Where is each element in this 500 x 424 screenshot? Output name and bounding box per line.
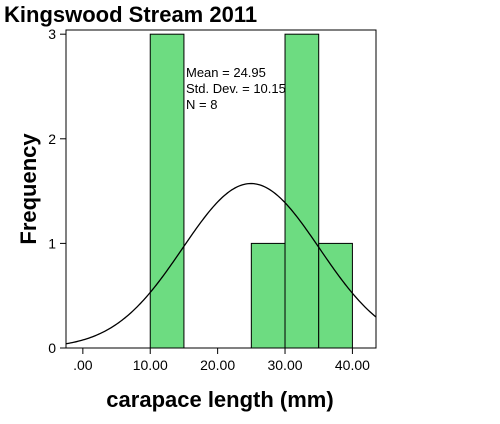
x-tick-label: .00	[73, 357, 93, 373]
y-axis-title: Frequency	[16, 133, 41, 245]
bar-10-15	[149, 33, 185, 349]
bar-25-30	[250, 242, 286, 349]
bars-group	[149, 33, 353, 349]
x-tick-label: 10.00	[133, 357, 168, 373]
normal-curve	[65, 182, 377, 345]
stat-mean: Mean = 24.95	[186, 65, 266, 80]
y-tick-label: 3	[48, 26, 56, 42]
x-tick-label: 30.00	[267, 357, 302, 373]
x-axis-title: carapace length (mm)	[106, 387, 333, 412]
bar-35-40	[318, 242, 353, 349]
stat-std-dev: Std. Dev. = 10.15	[186, 81, 286, 96]
stat-n: N = 8	[186, 97, 217, 112]
y-tick-label: 1	[48, 235, 56, 251]
x-tick-label: 20.00	[200, 357, 235, 373]
x-tick-label: 40.00	[335, 357, 370, 373]
y-tick-label: 2	[48, 131, 56, 147]
y-axis: 0 1 2 3	[48, 26, 66, 356]
y-tick-label: 0	[48, 340, 56, 356]
bar-30-35	[284, 33, 320, 349]
chart-title: Kingswood Stream 2011	[4, 2, 257, 27]
x-axis: .00 10.00 20.00 30.00 40.00	[73, 348, 370, 373]
